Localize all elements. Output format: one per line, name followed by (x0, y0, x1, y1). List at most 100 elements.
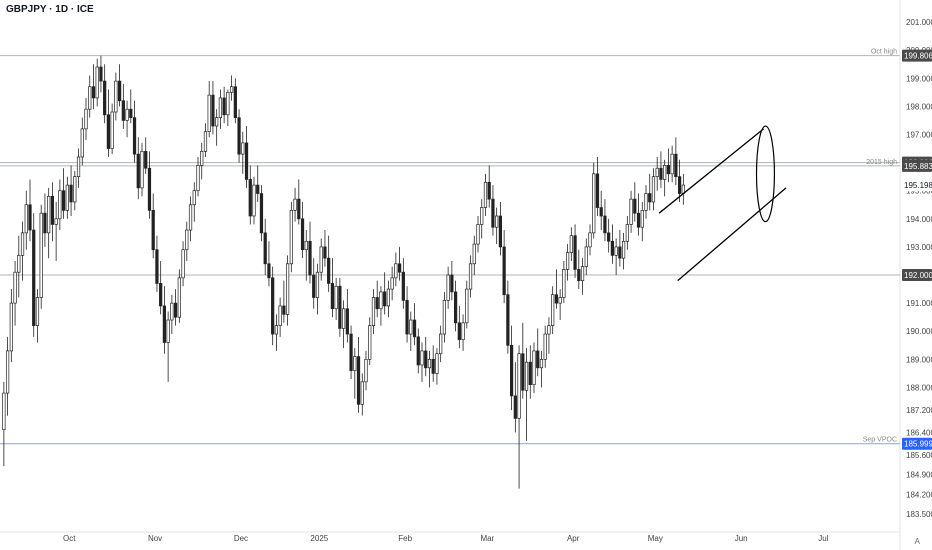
candle-body (513, 395, 517, 419)
candle-body (603, 215, 607, 234)
level-line-label: Sep VPOC (863, 437, 897, 444)
candle-body (263, 232, 267, 265)
candle-body (241, 142, 245, 155)
candle-body (32, 229, 36, 326)
candle-body (401, 271, 405, 301)
y-tick-label: 201.000 (906, 18, 932, 27)
candle-body (364, 359, 368, 383)
candle-body (54, 218, 58, 225)
candle-body (498, 215, 503, 248)
candle-body (282, 305, 286, 315)
candle-body (125, 108, 129, 121)
y-tick-label: 197.000 (906, 130, 932, 139)
y-tick-label: 193.000 (906, 243, 932, 252)
candle-body (495, 215, 499, 228)
y-tick-label: 188.000 (906, 383, 932, 392)
candle-body (200, 151, 204, 166)
candle-body (607, 232, 611, 242)
candle-body (648, 193, 652, 203)
candle-body (371, 297, 376, 326)
candle-body (528, 361, 532, 385)
scale-mode-button[interactable]: A (914, 537, 920, 546)
candle-body (300, 218, 305, 251)
candle-body (95, 66, 99, 99)
candle-body (312, 274, 316, 298)
candle-body (565, 252, 570, 270)
candle-body (99, 66, 103, 82)
candle-body (677, 176, 682, 194)
candle-body (334, 285, 338, 310)
candle-body (88, 86, 92, 110)
x-tick-label: Dec (234, 534, 248, 543)
candle-body (506, 294, 510, 346)
candle-body (390, 277, 394, 290)
candle-body (636, 212, 641, 228)
x-tick-label: Oct (63, 534, 76, 543)
candle-body (132, 117, 137, 155)
candle-body (9, 302, 13, 352)
candle-body (91, 86, 96, 99)
candle-body (323, 246, 327, 259)
candle-body (424, 350, 428, 369)
candle-body (558, 297, 562, 304)
candle-body (577, 269, 581, 281)
x-tick-label: 2025 (310, 534, 328, 543)
candle-body (554, 294, 559, 304)
price-level-tag: 195.883 (904, 162, 932, 171)
candle-body (207, 94, 211, 133)
candle-body (244, 142, 249, 180)
y-tick-label: 199.000 (906, 74, 932, 83)
candle-body (17, 255, 21, 273)
candle-body (618, 246, 622, 259)
candle-body (215, 117, 219, 127)
y-tick-label: 183.500 (906, 510, 932, 519)
level-line-label: 2015 high (866, 159, 897, 166)
candle-body (203, 131, 208, 152)
channel-trend-line (658, 128, 765, 214)
candle-body (379, 291, 383, 310)
x-tick-label: Feb (398, 534, 412, 543)
candle-body (446, 274, 450, 301)
candle-body (476, 224, 480, 245)
highlight-ellipse (755, 125, 776, 223)
candle-body (659, 167, 663, 180)
candle-body (159, 283, 163, 307)
candle-body (655, 167, 659, 177)
candle-body (640, 210, 644, 228)
x-tick-label: Jun (735, 534, 748, 543)
candle-body (177, 277, 181, 318)
candle-body (211, 94, 215, 127)
candle-body (666, 165, 671, 175)
candle-body (547, 325, 551, 335)
candle-body (327, 257, 331, 284)
last-price-tag: 195.198 (904, 181, 932, 190)
candle-body (610, 240, 615, 256)
candle-body (509, 344, 514, 397)
candle-body (222, 97, 226, 116)
candle-body (338, 285, 342, 329)
candle-body (345, 308, 349, 335)
candle-body (416, 336, 420, 366)
candle-body (80, 128, 84, 158)
candle-body (293, 198, 297, 211)
candle-body (461, 322, 465, 341)
candle-body (192, 190, 196, 206)
y-tick-label: 184.900 (906, 471, 932, 480)
candle-body (383, 291, 387, 307)
candle-body (84, 108, 88, 130)
candle-body (472, 243, 476, 265)
candle-body (330, 283, 335, 310)
candle-body (252, 184, 256, 217)
candle-body (536, 350, 540, 369)
candle-body (621, 240, 626, 259)
candle-body (162, 305, 167, 343)
candle-body (114, 80, 118, 113)
candle-body (248, 179, 252, 217)
candle-body (50, 195, 55, 225)
candle-body (47, 195, 51, 234)
candle-body (308, 240, 312, 276)
candle-body (442, 299, 447, 335)
candle-body (39, 212, 43, 298)
candle-body (76, 156, 81, 177)
